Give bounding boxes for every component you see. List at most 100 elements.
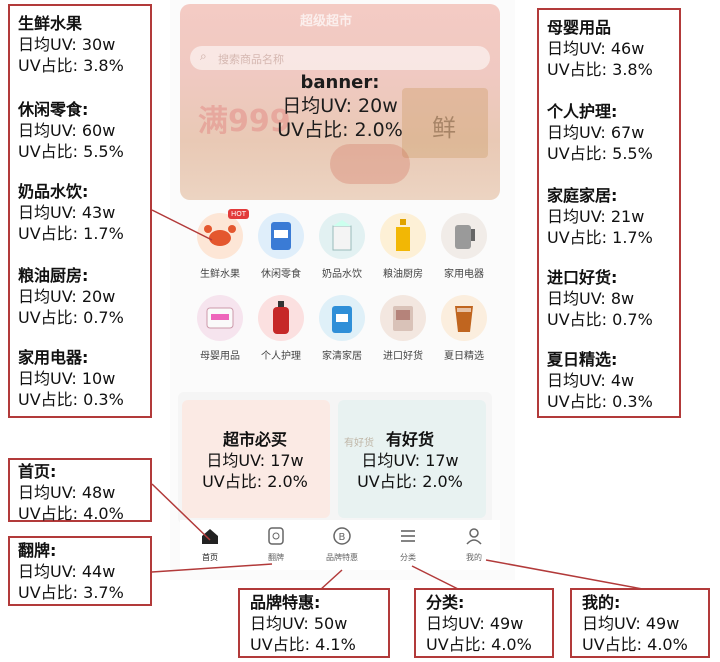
svg-text:B: B <box>339 532 346 543</box>
annotation-baby: 母婴用品 日均UV: 46w UV占比: 3.8% <box>547 18 653 80</box>
category-snacks[interactable]: 休闲零食 <box>251 213 311 280</box>
promo-text: 满999 <box>198 104 291 139</box>
annotation-daily-uv: 日均UV: 60w <box>18 121 116 140</box>
annotation-title: 家庭家居: <box>547 186 618 205</box>
category-home-cleaning[interactable]: 家清家居 <box>312 295 372 362</box>
good-goods-uv-ratio: UV占比: 2.0% <box>357 472 463 491</box>
selected-section: 超市必买 SELECTED 有好货 <box>178 392 492 524</box>
annotation-uv-ratio: UV占比: 1.7% <box>547 228 653 247</box>
good-goods-bg-label: 有好货 <box>344 438 374 449</box>
good-goods-card[interactable]: 有好货 <box>338 400 486 518</box>
category-label: 个人护理 <box>261 351 301 362</box>
search-placeholder: 搜索商品名称 <box>218 53 284 66</box>
nav-label: 品牌特惠 <box>326 553 358 562</box>
kettle-icon <box>441 213 487 259</box>
category-grain-oil[interactable]: 粮油厨房 <box>373 213 433 280</box>
annotation-daily-uv: 日均UV: 49w <box>426 614 524 633</box>
annotation-uv-ratio: UV占比: 5.5% <box>547 144 653 163</box>
nav-mine[interactable]: 我的 <box>446 526 502 563</box>
hot-badge: HOT <box>228 209 250 219</box>
annotation-personal-care: 个人护理: 日均UV: 67w UV占比: 5.5% <box>547 102 653 164</box>
category-label: 休闲零食 <box>261 269 301 280</box>
must-buy-title: 超市必买 <box>222 430 287 449</box>
must-buy-annotation: 超市必买 日均UV: 17w UV占比: 2.0% <box>195 430 315 492</box>
annotation-daily-uv: 日均UV: 49w <box>582 614 680 633</box>
milk-carton-icon <box>319 213 365 259</box>
annotation-title: 品牌特惠: <box>250 593 321 612</box>
annotation-daily-uv: 日均UV: 8w <box>547 289 635 308</box>
category-summer[interactable]: 夏日精选 <box>434 295 494 362</box>
annotation-summer: 夏日精选: 日均UV: 4w UV占比: 0.3% <box>547 350 653 412</box>
annotation-title: 粮油厨房: <box>18 266 89 285</box>
fresh-mark: 鲜 <box>432 114 456 142</box>
annotation-daily-uv: 日均UV: 43w <box>18 203 116 222</box>
nav-flip[interactable]: 翻牌 <box>248 526 304 563</box>
annotation-daily-uv: 日均UV: 44w <box>18 562 116 581</box>
must-buy-card[interactable] <box>182 400 330 518</box>
banner-uv-ratio: UV占比: 2.0% <box>277 119 403 141</box>
annotation-dairy-drinks: 奶品水饮: 日均UV: 43w UV占比: 1.7% <box>18 182 124 244</box>
crab-image <box>330 144 410 184</box>
annotation-title: 奶品水饮: <box>18 182 89 201</box>
annotation-title: 首页: <box>18 462 57 481</box>
oil-bottle-icon <box>380 213 426 259</box>
shampoo-bottle-icon <box>258 295 304 341</box>
banner[interactable]: 超级超市 ⌕ 搜索商品名称 满999 鲜 banner: 日均UV: 20w U… <box>180 4 500 200</box>
nav-label: 翻牌 <box>268 553 284 562</box>
nav-brand-deals[interactable]: B 品牌特惠 <box>314 526 370 563</box>
annotation-snacks: 休闲零食: 日均UV: 60w UV占比: 5.5% <box>18 100 124 162</box>
right-annotation-panel: 母婴用品 日均UV: 46w UV占比: 3.8% 个人护理: 日均UV: 67… <box>537 8 681 418</box>
must-buy-uv-ratio: UV占比: 2.0% <box>202 472 308 491</box>
annotation-daily-uv: 日均UV: 4w <box>547 371 635 390</box>
category-label: 家清家居 <box>322 351 362 362</box>
annotation-title: 夏日精选: <box>547 350 618 369</box>
annotation-daily-uv: 日均UV: 30w <box>18 35 116 54</box>
search-icon: ⌕ <box>200 49 207 63</box>
annotation-title: 母婴用品 <box>547 18 612 37</box>
annotation-category-nav: 分类: 日均UV: 49w UV占比: 4.0% <box>414 588 554 658</box>
annotation-daily-uv: 日均UV: 50w <box>250 614 348 633</box>
nav-label: 分类 <box>400 553 416 562</box>
category-imports[interactable]: 进口好货 <box>373 295 433 362</box>
list-icon <box>401 530 415 542</box>
annotation-uv-ratio: UV占比: 3.8% <box>18 56 124 75</box>
annotation-uv-ratio: UV占比: 4.0% <box>582 635 688 654</box>
left-annotation-panel: 生鲜水果 日均UV: 30w UV占比: 3.8% 休闲零食: 日均UV: 60… <box>8 4 152 418</box>
annotation-daily-uv: 日均UV: 46w <box>547 39 645 58</box>
annotation-imports: 进口好货: 日均UV: 8w UV占比: 0.7% <box>547 268 653 330</box>
good-goods-daily-uv: 日均UV: 17w <box>361 451 459 470</box>
category-label: 生鲜水果 <box>200 269 240 280</box>
category-baby[interactable]: 母婴用品 <box>190 295 250 362</box>
connector-line <box>411 565 461 591</box>
bottom-nav: 首页 翻牌 B 品牌特惠 分类 我的 <box>180 520 500 570</box>
annotation-uv-ratio: UV占比: 0.3% <box>547 392 653 411</box>
category-label: 母婴用品 <box>200 351 240 362</box>
category-dairy-drinks[interactable]: 奶品水饮 <box>312 213 372 280</box>
annotation-uv-ratio: UV占比: 4.0% <box>18 504 124 523</box>
nav-label: 我的 <box>466 553 482 562</box>
annotation-flip-nav: 翻牌: 日均UV: 44w UV占比: 3.7% <box>8 536 152 606</box>
category-personal-care[interactable]: 个人护理 <box>251 295 311 362</box>
category-appliances[interactable]: 家用电器 <box>434 213 494 280</box>
nav-category[interactable]: 分类 <box>380 526 436 563</box>
iced-drink-icon <box>441 295 487 341</box>
annotation-uv-ratio: UV占比: 5.5% <box>18 142 124 161</box>
category-label: 夏日精选 <box>444 351 484 362</box>
home-icon <box>202 529 218 544</box>
annotation-grain-oil: 粮油厨房: 日均UV: 20w UV占比: 0.7% <box>18 266 124 328</box>
annotation-title: 休闲零食: <box>18 100 89 119</box>
annotation-daily-uv: 日均UV: 21w <box>547 207 645 226</box>
detergent-icon <box>319 295 365 341</box>
category-label: 奶品水饮 <box>322 269 362 280</box>
annotation-home: 家庭家居: 日均UV: 21w UV占比: 1.7% <box>547 186 653 248</box>
annotation-title: 分类: <box>426 593 465 612</box>
annotation-title: 进口好货: <box>547 268 618 287</box>
search-bar[interactable]: ⌕ 搜索商品名称 <box>190 46 490 70</box>
annotation-daily-uv: 日均UV: 67w <box>547 123 645 142</box>
connector-line <box>485 559 649 591</box>
annotation-title: 个人护理: <box>547 102 618 121</box>
category-label: 家用电器 <box>444 269 484 280</box>
nav-home[interactable]: 首页 <box>182 526 238 563</box>
app-title: 超级超市 <box>300 14 353 29</box>
